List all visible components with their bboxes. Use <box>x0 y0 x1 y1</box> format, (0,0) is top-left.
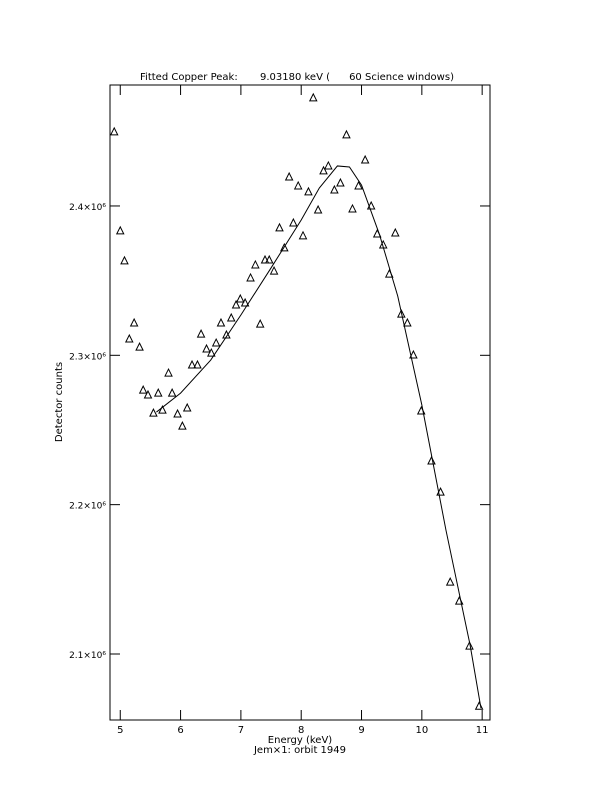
data-point <box>308 92 318 102</box>
y-tick-label: 2.3×10⁶ <box>69 352 106 362</box>
data-point <box>293 180 303 190</box>
data-point <box>342 129 351 139</box>
data-point <box>280 242 289 252</box>
data-point <box>330 184 339 194</box>
data-point <box>124 333 134 343</box>
data-point <box>289 217 298 227</box>
data-point <box>319 165 328 175</box>
data-point <box>115 225 125 235</box>
y-axis-label: Detector counts <box>54 362 65 442</box>
data-point <box>348 203 357 213</box>
data-point <box>264 254 274 264</box>
x-tick-label: 8 <box>298 725 304 736</box>
data-point <box>465 640 474 650</box>
chart-title: Fitted Copper Peak: 9.03180 keV ( 60 Sci… <box>140 72 454 83</box>
x-axis-label: Energy (keV) <box>268 735 333 746</box>
data-point <box>255 318 265 328</box>
data-point <box>354 180 363 190</box>
x-tick-label: 6 <box>177 725 183 736</box>
data-point <box>246 272 255 282</box>
y-tick-label: 2.2×10⁶ <box>69 502 106 512</box>
data-point <box>216 317 226 327</box>
data-point <box>313 204 323 214</box>
data-point <box>231 299 241 309</box>
data-point <box>275 222 284 232</box>
data-point <box>397 308 406 318</box>
data-point <box>167 387 177 397</box>
data-point <box>129 317 139 327</box>
data-point <box>211 337 221 347</box>
data-point <box>409 349 418 359</box>
data-point <box>182 402 192 412</box>
fit-line <box>156 165 482 709</box>
x-tick-label: 11 <box>476 725 489 736</box>
data-point <box>207 347 216 357</box>
data-point <box>158 404 167 414</box>
data-point <box>403 317 412 327</box>
data-point <box>135 341 144 351</box>
data-point <box>138 384 148 394</box>
data-point <box>120 255 129 265</box>
data-point <box>109 126 119 136</box>
data-point <box>193 359 202 369</box>
data-point <box>187 359 197 369</box>
x-tick-label: 5 <box>117 725 123 736</box>
data-point <box>202 343 211 353</box>
data-point <box>173 408 182 418</box>
x-tick-label: 9 <box>358 725 364 736</box>
data-point <box>390 227 400 237</box>
data-point <box>143 389 153 399</box>
data-point <box>445 577 455 586</box>
data-point <box>260 254 270 264</box>
plot-frame <box>109 84 491 721</box>
data-point <box>178 420 187 430</box>
data-point <box>269 265 279 275</box>
data-point <box>149 407 158 417</box>
data-point <box>298 230 308 240</box>
data-point <box>336 177 345 187</box>
data-point <box>284 171 294 181</box>
x-tick-label: 10 <box>415 725 428 736</box>
data-point <box>304 186 313 196</box>
data-point <box>226 312 236 322</box>
subtitle: Jem×1: orbit 1949 <box>253 745 346 756</box>
data-point <box>324 160 333 170</box>
data-point <box>427 455 436 465</box>
y-tick-label: 2.4×10⁶ <box>69 203 106 213</box>
y-tick-label: 2.1×10⁶ <box>69 651 106 661</box>
data-point <box>240 297 250 307</box>
data-point <box>196 328 206 338</box>
x-tick-label: 7 <box>238 725 244 736</box>
data-point <box>235 293 245 303</box>
data-point <box>360 154 370 164</box>
data-point <box>164 367 173 377</box>
data-point <box>251 259 260 269</box>
data-point <box>153 387 163 397</box>
